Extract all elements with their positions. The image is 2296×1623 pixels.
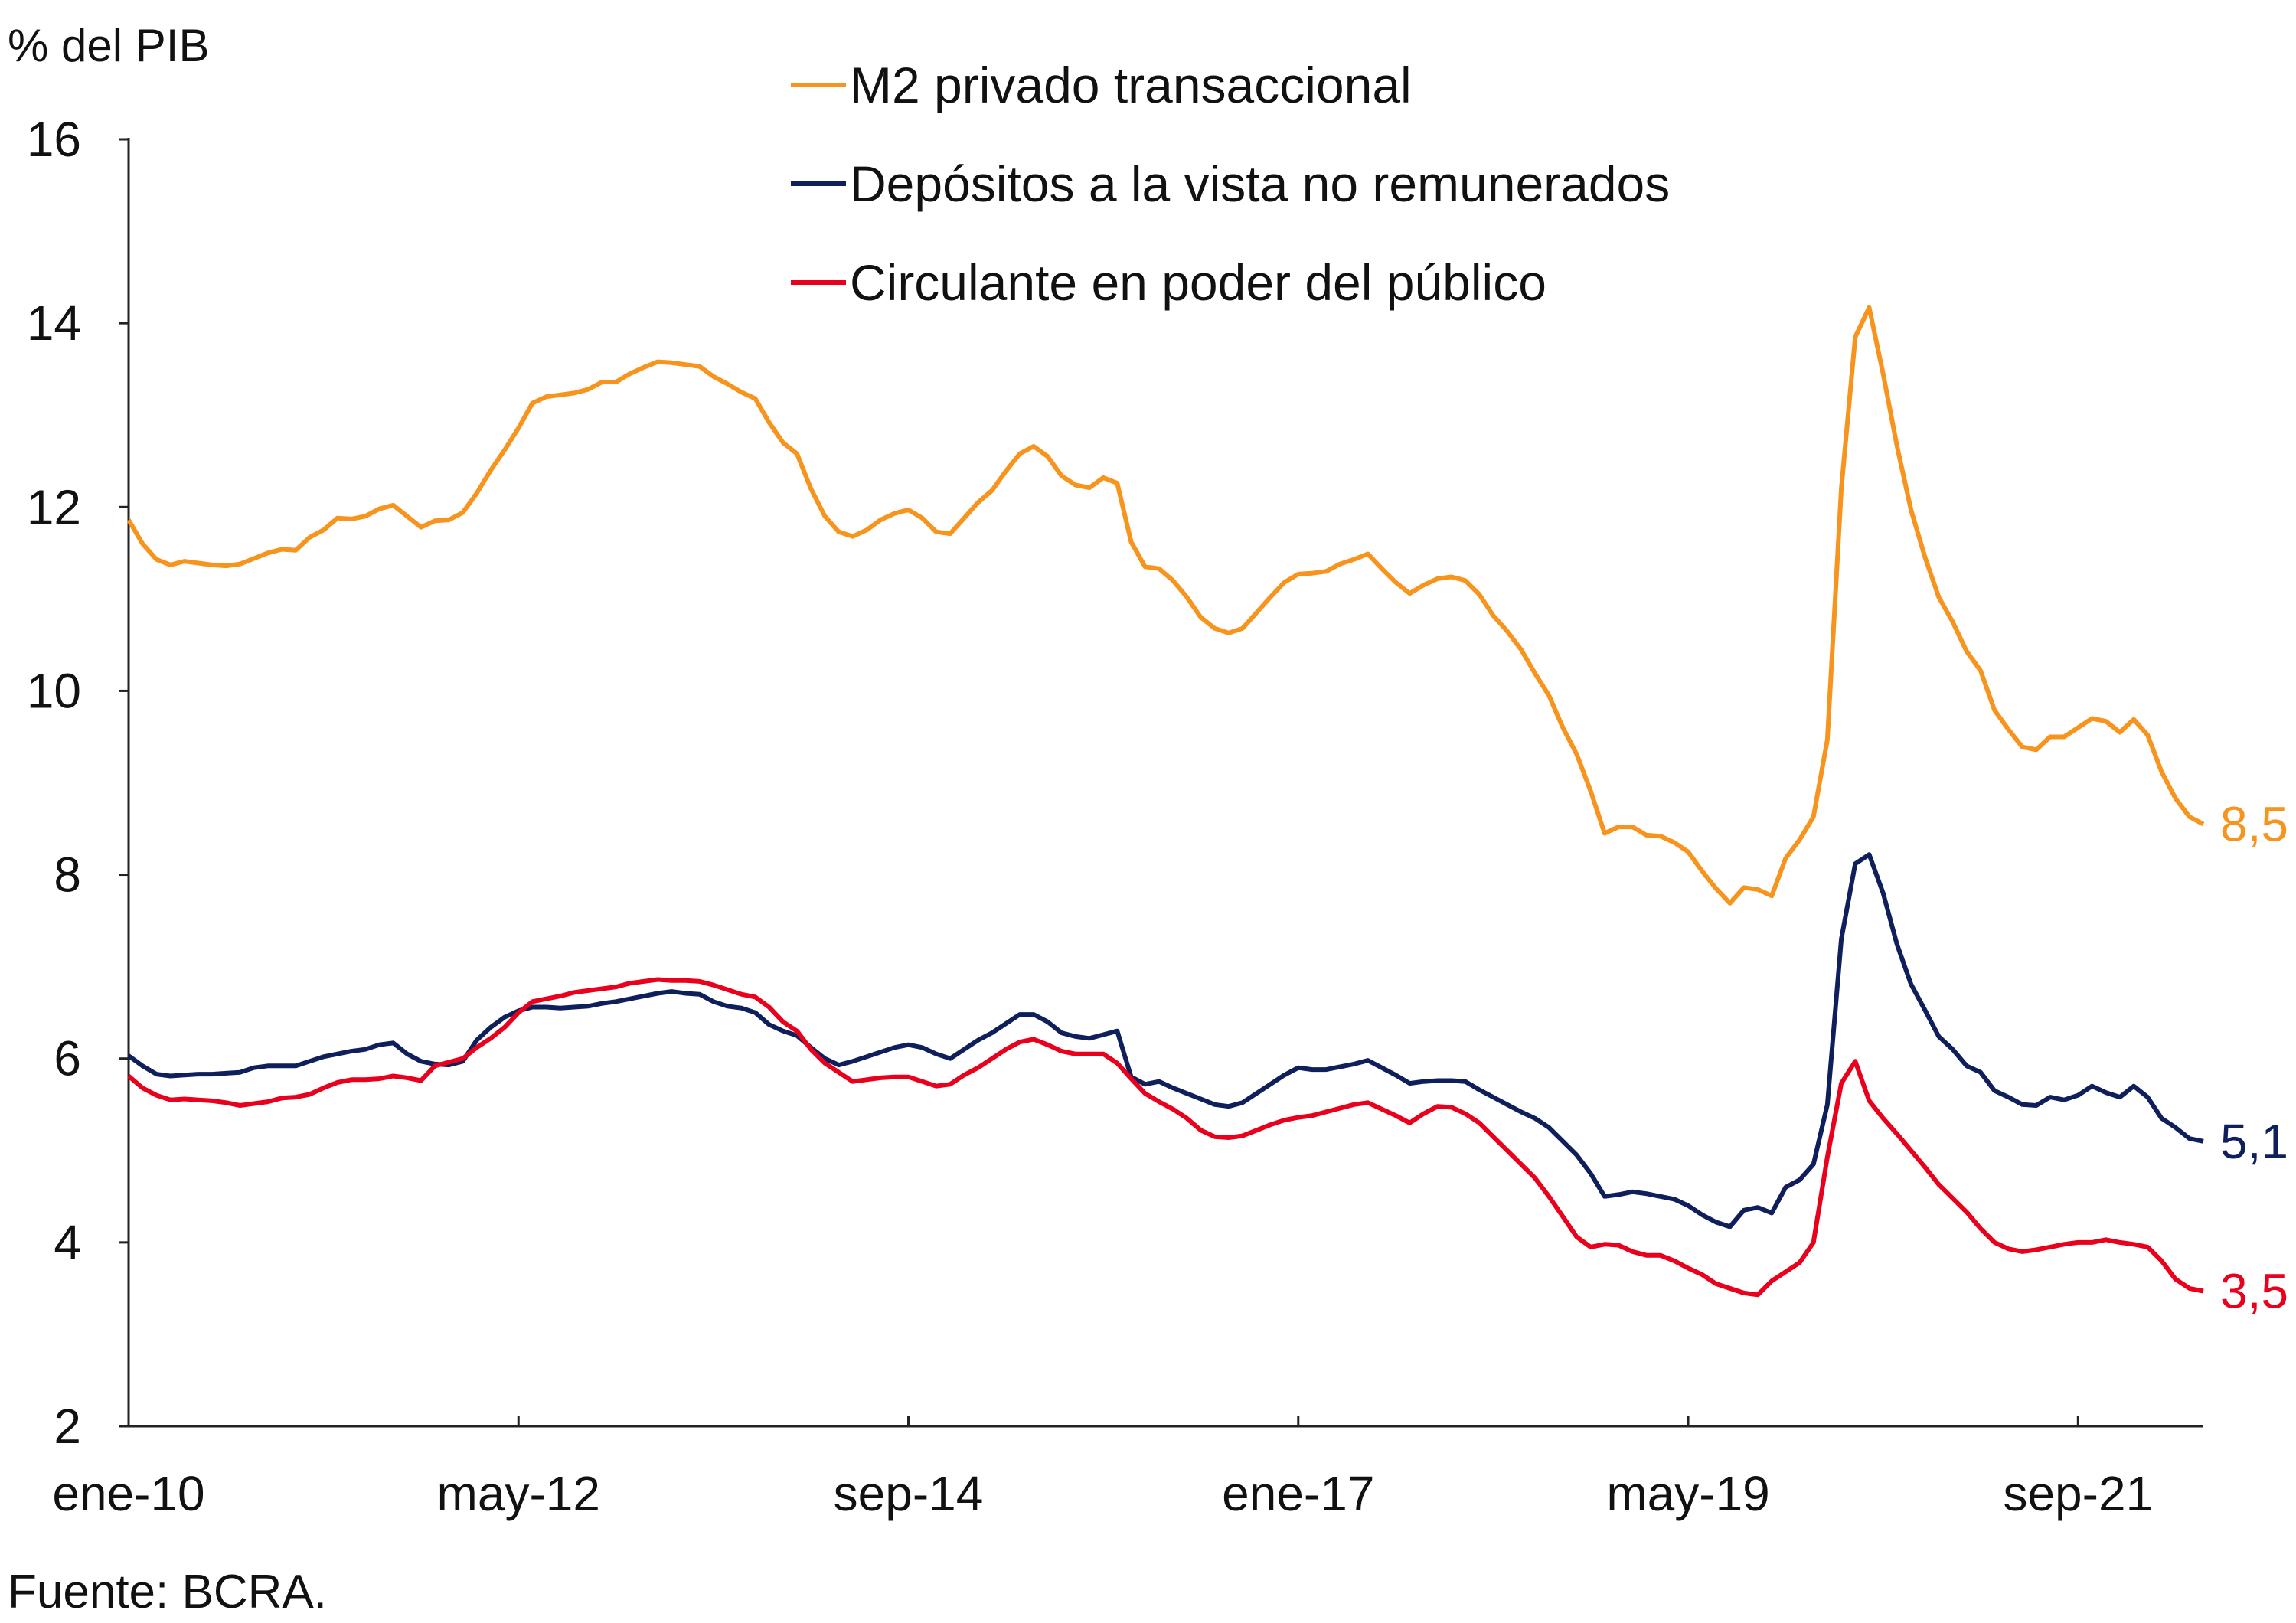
y-tick-label: 14 <box>27 296 81 351</box>
legend-label: M2 privado transaccional <box>850 57 1412 113</box>
series-lines <box>126 305 2205 1298</box>
legend-label: Circulante en poder del público <box>850 254 1546 311</box>
x-tick-label: may-12 <box>437 1466 600 1521</box>
end-labels: 8,5 5,1 3,5 <box>2220 797 2288 1319</box>
y-tick-label: 6 <box>54 1031 81 1086</box>
y-tick-label: 12 <box>27 479 81 534</box>
source-note: Fuente: BCRA. <box>8 1566 327 1618</box>
series-line-depositos-a-la-vista-no-remunerados <box>127 852 2204 1229</box>
y-tick-label: 16 <box>27 112 81 167</box>
x-tick-label: ene-10 <box>52 1466 204 1521</box>
end-value-label: 5,1 <box>2220 1114 2288 1169</box>
axes: 2 4 6 8 10 12 14 16 ene-10 may-12 sep-14 ene-17 may-… <box>27 112 2203 1521</box>
y-tick-label: 10 <box>27 663 81 718</box>
series-line-circulante-en-poder-del-publico <box>127 977 2204 1298</box>
y-tick-label: 8 <box>54 847 81 903</box>
end-value-label: 8,5 <box>2220 797 2288 852</box>
y-tick-label: 4 <box>54 1215 81 1270</box>
series-line-m2-privado-transaccional <box>126 305 2205 906</box>
x-tick-label: may-19 <box>1606 1466 1769 1521</box>
end-value-label: 3,5 <box>2220 1263 2288 1318</box>
y-axis-unit-label: % del PIB <box>8 20 209 71</box>
x-tick-label: ene-17 <box>1222 1466 1374 1521</box>
x-tick-label: sep-14 <box>834 1466 984 1521</box>
y-tick-label: 2 <box>54 1399 81 1454</box>
x-tick-label: sep-21 <box>2003 1466 2153 1521</box>
legend: M2 privado transaccional Depósitos a la v… <box>791 57 1670 311</box>
legend-label: Depósitos a la vista no remunerados <box>850 155 1670 212</box>
